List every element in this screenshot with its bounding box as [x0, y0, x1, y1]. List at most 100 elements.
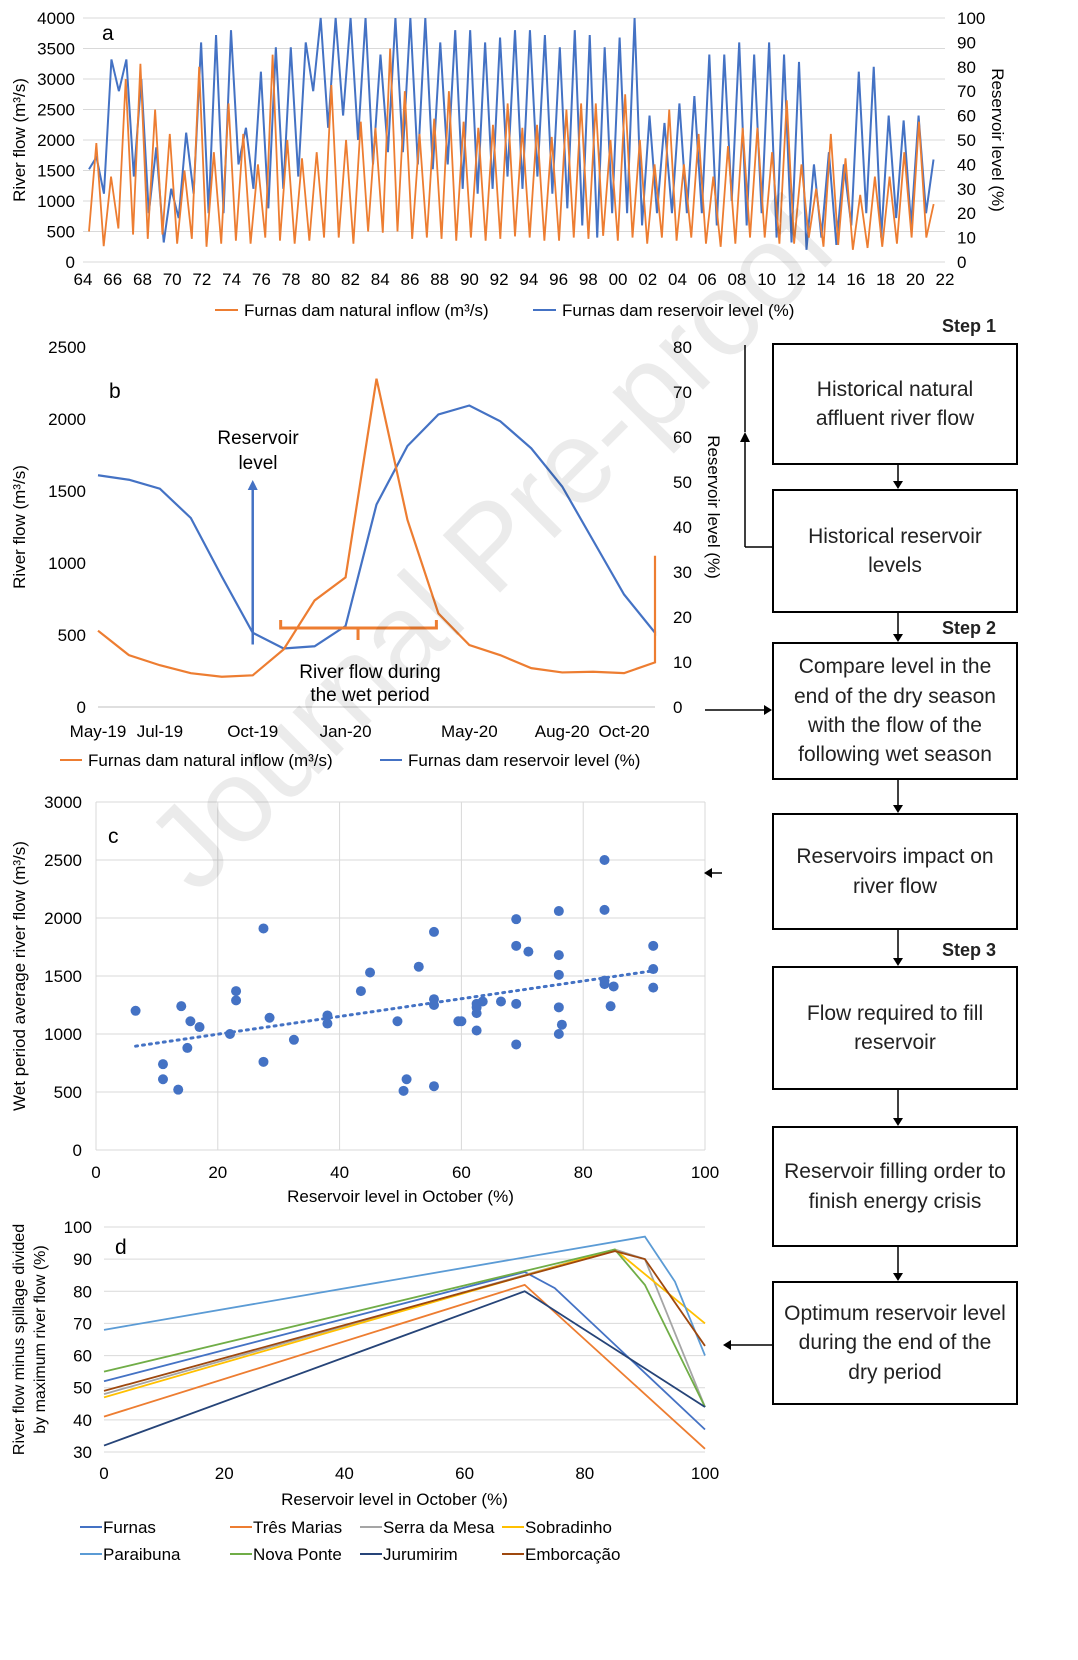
scatter-point [477, 996, 488, 1007]
series-line-Nova Ponte [103, 1248, 706, 1408]
x-tick-label: 86 [401, 270, 420, 289]
x-tick-label: 100 [691, 1464, 719, 1483]
y2-tick-label: 0 [957, 253, 966, 272]
x-tick-label: 82 [341, 270, 360, 289]
flow-box-6: Reservoir filling order to finish energy… [772, 1126, 1018, 1247]
y-axis-label: River flow (m³/s) [10, 465, 29, 589]
y-axis-label: River flow (m³/s) [10, 78, 29, 202]
connector-arrowhead [740, 432, 750, 442]
series-line-Serra da Mesa [103, 1248, 706, 1408]
y2-tick-label: 10 [673, 653, 692, 672]
chart-d: 30 40 50 60 70 80 90 100 0 20 40 60 80 100 Reservoir l… [11, 1218, 719, 1564]
y-tick-label: 2500 [37, 101, 75, 120]
x-tick-label: 14 [817, 270, 836, 289]
x-tick-label: 88 [430, 270, 449, 289]
y-axis-label: River flow minus spillage divided [11, 1224, 28, 1455]
y2-tick-label: 70 [957, 82, 976, 101]
y2-tick-label: 50 [957, 131, 976, 150]
y2-tick-label: 70 [673, 383, 692, 402]
legend-label: Nova Ponte [253, 1545, 342, 1564]
chart-b: 0 500 1000 1500 2000 2500 0 10 20 30 40 50 60 70 80 May… [10, 338, 723, 770]
scatter-point [365, 967, 376, 978]
scatter-point [231, 995, 242, 1006]
scatter-point [553, 906, 564, 917]
scatter-point [288, 1034, 299, 1045]
scatter-point [456, 1016, 467, 1027]
scatter-point [264, 1012, 275, 1023]
connector-arrowhead [764, 705, 772, 715]
y-tick-label: 100 [64, 1218, 92, 1237]
x-tick-label: Jul-19 [137, 722, 183, 741]
y2-tick-label: 60 [957, 107, 976, 126]
x-tick-label: 10 [757, 270, 776, 289]
x-tick-label: Aug-20 [535, 722, 590, 741]
flow-box-7: Optimum reservoir level during the end o… [772, 1281, 1018, 1405]
legend-label: Sobradinho [525, 1518, 612, 1537]
x-tick-label: 94 [519, 270, 538, 289]
y-tick-label: 1500 [44, 967, 82, 986]
series-line-Emborcação [103, 1250, 706, 1392]
y2-axis-label: Reservoir level (%) [988, 68, 1007, 212]
x-tick-label: 20 [215, 1464, 234, 1483]
panel-label: c [108, 825, 119, 848]
x-tick-label: 80 [575, 1464, 594, 1483]
y-tick-label: 2000 [37, 131, 75, 150]
x-tick-label: 90 [460, 270, 479, 289]
series-line-Três Marias [103, 1283, 706, 1450]
scatter-point [176, 1001, 187, 1012]
x-tick-label: 72 [192, 270, 211, 289]
y-tick-label: 500 [47, 223, 75, 242]
y-tick-label: 50 [73, 1379, 92, 1398]
y2-tick-label: 100 [957, 9, 985, 28]
legend-label-inflow: Furnas dam natural inflow (m³/s) [244, 301, 489, 320]
x-tick-label: 40 [330, 1163, 349, 1182]
flow-box-2: Historical reservoir levels [772, 489, 1018, 613]
x-tick-label: May-19 [70, 722, 127, 741]
y2-tick-label: 10 [957, 229, 976, 248]
scatter-point [392, 1016, 403, 1027]
legend-label: Jurumirim [383, 1545, 458, 1564]
scatter-point [511, 1039, 522, 1050]
series-level-line [97, 404, 657, 650]
y2-tick-label: 40 [957, 155, 976, 174]
scatter-point [511, 914, 522, 925]
x-tick-label: 78 [282, 270, 301, 289]
x-tick-label: 76 [252, 270, 271, 289]
annotation-brace [279, 620, 438, 640]
chart-c: 0 20 40 60 80 100050010001500200025003000Wet … [10, 793, 719, 1206]
scatter-point [511, 940, 522, 951]
scatter-point [553, 1029, 564, 1039]
x-tick-label: 64 [74, 270, 93, 289]
x-tick-label: 74 [222, 270, 241, 289]
flow-box-3: Compare level in the end of the dry seas… [772, 642, 1018, 780]
y-tick-label: 3000 [37, 70, 75, 89]
x-tick-label: 98 [579, 270, 598, 289]
y2-axis-label: Reservoir level (%) [704, 435, 723, 579]
y-tick-label: 30 [73, 1443, 92, 1462]
scatter-point [648, 982, 659, 993]
trendline [134, 969, 655, 1048]
scatter-point [401, 1074, 412, 1085]
scatter-point [231, 986, 242, 997]
y-tick-label: 500 [54, 1083, 82, 1102]
y2-tick-label: 90 [957, 33, 976, 52]
x-tick-label: 04 [668, 270, 687, 289]
y2-tick-label: 40 [673, 518, 692, 537]
scatter-point [428, 1081, 439, 1092]
x-axis-label: Reservoir level in October (%) [281, 1490, 508, 1509]
y-axis-label: by maximum river flow (%) [32, 1245, 49, 1433]
scatter-point [511, 998, 522, 1009]
scatter-point [648, 940, 659, 951]
legend-label-level: Furnas dam reservoir level (%) [562, 301, 794, 320]
scatter-point [599, 904, 610, 915]
y2-tick-label: 50 [673, 473, 692, 492]
scatter-point [130, 1005, 141, 1016]
y-tick-label: 70 [73, 1314, 92, 1333]
x-tick-label: 00 [609, 270, 628, 289]
scatter-point [185, 1016, 196, 1027]
x-tick-label: 0 [91, 1163, 100, 1182]
connector-arrowhead [893, 481, 903, 489]
y-tick-label: 500 [58, 626, 86, 645]
legend-label: Emborcação [525, 1545, 620, 1564]
y-tick-label: 80 [73, 1282, 92, 1301]
